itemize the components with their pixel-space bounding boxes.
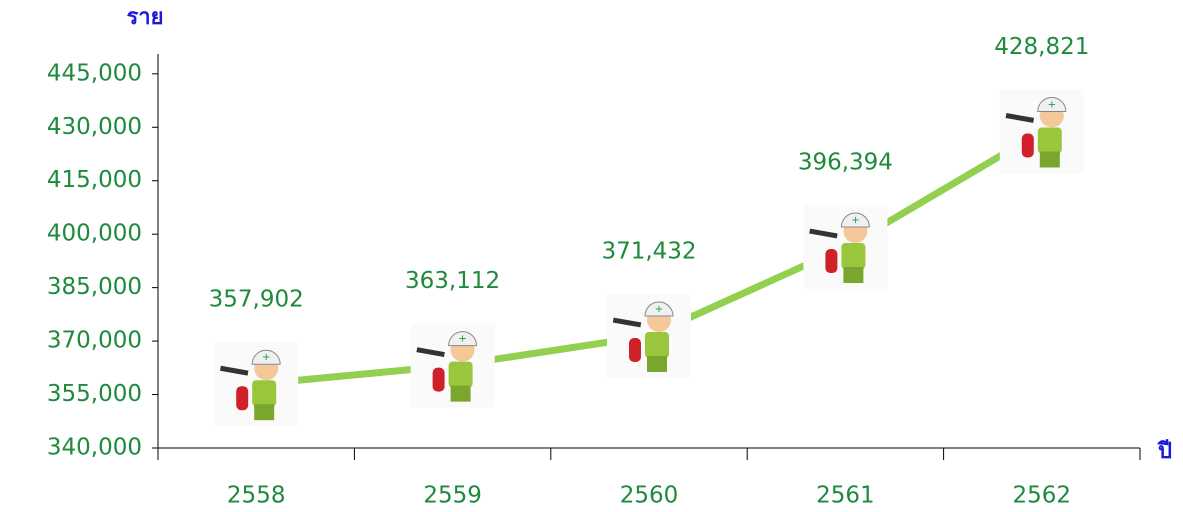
y-axis-title: ราย	[126, 5, 163, 30]
y-tick-label: 385,000	[47, 274, 142, 300]
y-tick-label: 400,000	[47, 221, 142, 247]
y-tick-label: 445,000	[47, 60, 142, 86]
cross: +	[262, 352, 270, 363]
extinguisher	[433, 368, 445, 392]
legs	[451, 386, 471, 402]
x-tick-label: 2558	[227, 483, 286, 509]
point-marker: +	[607, 294, 691, 378]
legs	[843, 267, 863, 283]
extinguisher	[236, 386, 248, 410]
cross: +	[1048, 99, 1056, 110]
x-tick-label: 2559	[423, 483, 482, 509]
value-label: 371,432	[601, 238, 696, 264]
cross: +	[458, 334, 466, 345]
y-tick-label: 370,000	[47, 328, 142, 354]
cross: +	[655, 304, 663, 315]
extinguisher	[629, 338, 641, 362]
point-marker: +	[1000, 89, 1084, 173]
value-label: 428,821	[994, 34, 1089, 60]
value-label: 396,394	[798, 150, 893, 176]
y-tick-label: 355,000	[47, 381, 142, 407]
y-tick-label: 430,000	[47, 114, 142, 140]
legs	[1040, 151, 1060, 167]
extinguisher	[1022, 133, 1034, 157]
value-label: 363,112	[405, 268, 500, 294]
y-tick-label: 415,000	[47, 167, 142, 193]
chart: ราย ปี 340,000 355,000 370,000 385,000 400,0…	[0, 0, 1183, 512]
point-marker: +	[411, 324, 495, 408]
point-marker: +	[214, 342, 298, 426]
y-tick-label: 340,000	[47, 435, 142, 461]
point-marker: +	[803, 205, 887, 289]
x-tick-label: 2561	[816, 483, 875, 509]
body	[1038, 127, 1062, 153]
body	[645, 332, 669, 358]
legs	[647, 356, 667, 372]
body	[841, 243, 865, 269]
x-tick-label: 2562	[1013, 483, 1072, 509]
value-label: 357,902	[209, 287, 304, 313]
x-axis-title: ปี	[1157, 439, 1172, 464]
extinguisher	[825, 249, 837, 273]
legs	[254, 404, 274, 420]
cross: +	[851, 215, 859, 226]
body	[252, 380, 276, 406]
body	[449, 362, 473, 388]
x-tick-label: 2560	[620, 483, 679, 509]
